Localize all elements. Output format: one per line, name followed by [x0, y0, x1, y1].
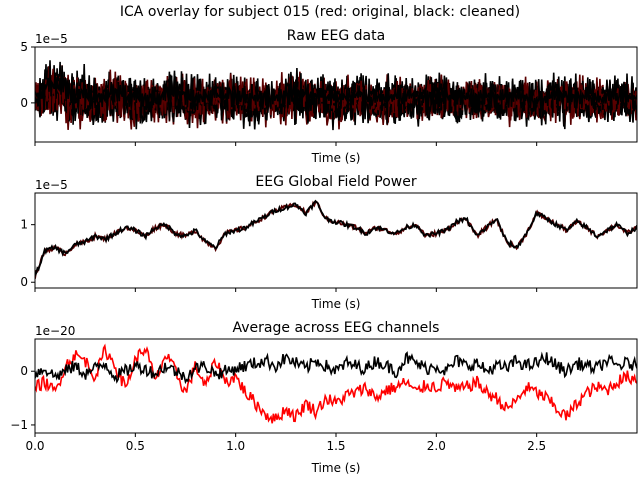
offset-text: 1e−5 — [35, 178, 68, 192]
offset-text: 1e−5 — [35, 32, 68, 46]
x-axis-label: Time (s) — [311, 151, 361, 165]
axes-title: Raw EEG data — [287, 28, 385, 44]
series-line-cleaned — [35, 351, 637, 385]
x-tick-label: 1.0 — [226, 439, 245, 453]
y-tick-label: 0 — [20, 96, 28, 110]
x-tick-label: 2.5 — [527, 439, 546, 453]
axes-1: 0 5 1e−5 Raw EEG data Time (s) — [20, 28, 638, 165]
x-tick-label: 1.5 — [326, 439, 345, 453]
y-tick-label: 0 — [20, 364, 28, 378]
plot-area — [35, 60, 637, 131]
offset-text: 1e−20 — [35, 324, 75, 338]
axes-layer: 0 5 1e−5 Raw EEG data Time (s) 0 1 1e−5 EEG Glob… — [10, 28, 638, 475]
y-tick-label: 0 — [20, 275, 28, 289]
x-axis-label: Time (s) — [311, 461, 361, 475]
series-line-cleaned — [35, 199, 637, 276]
series-line-original — [35, 343, 637, 424]
x-tick-label: 0.5 — [126, 439, 145, 453]
x-tick-label: 2.0 — [427, 439, 446, 453]
figure-suptitle: ICA overlay for subject 015 (red: origin… — [120, 4, 520, 20]
axes-3: 0.0 0.5 1.0 1.5 2.0 2.5 −1 0 1e−20 Average across… — [10, 320, 638, 475]
x-axis-label: Time (s) — [311, 297, 361, 311]
axes-title: EEG Global Field Power — [255, 174, 416, 190]
y-tick-label: 5 — [20, 40, 28, 54]
plot-area — [35, 343, 637, 424]
channel-trace — [35, 60, 637, 125]
axes-2: 0 1 1e−5 EEG Global Field Power Time (s) — [20, 174, 638, 311]
axes-title: Average across EEG channels — [233, 320, 440, 336]
y-tick-label: 1 — [20, 218, 28, 232]
plot-area — [35, 199, 637, 279]
x-tick-label: 0.0 — [25, 439, 44, 453]
y-tick-label: −1 — [10, 418, 28, 432]
